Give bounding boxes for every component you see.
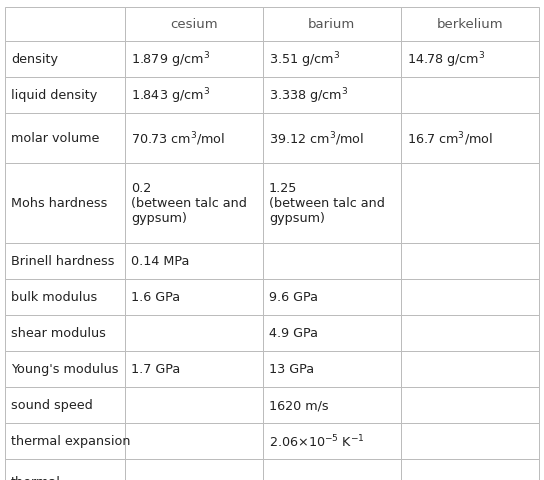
Bar — [401, 42, 539, 78]
Text: 3.338 g/cm$^3$: 3.338 g/cm$^3$ — [269, 86, 348, 106]
Bar — [5, 42, 125, 78]
Text: Young's modulus: Young's modulus — [11, 363, 119, 376]
Bar — [263, 243, 401, 279]
Bar — [401, 164, 539, 243]
Text: 13 GPa: 13 GPa — [269, 363, 314, 376]
Bar — [125, 78, 263, 114]
Text: liquid density: liquid density — [11, 89, 97, 102]
Text: 3.51 g/cm$^3$: 3.51 g/cm$^3$ — [269, 50, 341, 70]
Bar — [263, 164, 401, 243]
Bar — [401, 78, 539, 114]
Bar — [5, 78, 125, 114]
Bar — [401, 8, 539, 42]
Bar — [5, 315, 125, 351]
Text: 1620 m/s: 1620 m/s — [269, 399, 329, 412]
Bar — [5, 164, 125, 243]
Bar — [125, 42, 263, 78]
Bar — [5, 351, 125, 387]
Bar — [5, 8, 125, 42]
Text: density: density — [11, 53, 58, 66]
Bar — [125, 243, 263, 279]
Bar — [125, 387, 263, 423]
Bar — [5, 279, 125, 315]
Bar — [401, 243, 539, 279]
Bar — [263, 114, 401, 164]
Bar — [401, 387, 539, 423]
Text: 70.73 cm$^3$/mol: 70.73 cm$^3$/mol — [131, 130, 225, 147]
Bar — [263, 8, 401, 42]
Text: cesium: cesium — [170, 18, 218, 31]
Text: 1.843 g/cm$^3$: 1.843 g/cm$^3$ — [131, 86, 211, 106]
Bar — [5, 243, 125, 279]
Bar — [125, 459, 263, 480]
Bar — [401, 279, 539, 315]
Bar — [401, 423, 539, 459]
Bar — [263, 279, 401, 315]
Text: thermal
conductivity: thermal conductivity — [11, 475, 90, 480]
Text: 2.06×10$^{-5}$ K$^{-1}$: 2.06×10$^{-5}$ K$^{-1}$ — [269, 433, 365, 449]
Text: 1.879 g/cm$^3$: 1.879 g/cm$^3$ — [131, 50, 211, 70]
Text: bulk modulus: bulk modulus — [11, 291, 97, 304]
Text: 1.7 GPa: 1.7 GPa — [131, 363, 181, 376]
Bar — [263, 315, 401, 351]
Text: Brinell hardness: Brinell hardness — [11, 255, 114, 268]
Bar — [5, 387, 125, 423]
Bar — [5, 459, 125, 480]
Bar — [5, 114, 125, 164]
Text: berkelium: berkelium — [436, 18, 503, 31]
Bar — [263, 423, 401, 459]
Text: 9.6 GPa: 9.6 GPa — [269, 291, 318, 304]
Bar — [125, 351, 263, 387]
Bar — [5, 423, 125, 459]
Bar — [263, 387, 401, 423]
Text: 4.9 GPa: 4.9 GPa — [269, 327, 318, 340]
Bar — [125, 423, 263, 459]
Bar — [125, 114, 263, 164]
Bar — [263, 42, 401, 78]
Text: barium: barium — [308, 18, 355, 31]
Text: sound speed: sound speed — [11, 399, 92, 412]
Text: thermal expansion: thermal expansion — [11, 434, 131, 447]
Bar — [125, 164, 263, 243]
Text: shear modulus: shear modulus — [11, 327, 106, 340]
Bar — [401, 315, 539, 351]
Bar — [125, 279, 263, 315]
Text: molar volume: molar volume — [11, 132, 100, 145]
Bar — [401, 459, 539, 480]
Bar — [263, 459, 401, 480]
Bar — [263, 351, 401, 387]
Text: 0.14 MPa: 0.14 MPa — [131, 255, 189, 268]
Text: 39.12 cm$^3$/mol: 39.12 cm$^3$/mol — [269, 130, 364, 147]
Bar — [401, 114, 539, 164]
Bar — [263, 78, 401, 114]
Text: 1.25
(between talc and
gypsum): 1.25 (between talc and gypsum) — [269, 182, 385, 225]
Bar — [401, 351, 539, 387]
Text: 0.2
(between talc and
gypsum): 0.2 (between talc and gypsum) — [131, 182, 247, 225]
Text: Mohs hardness: Mohs hardness — [11, 197, 107, 210]
Text: 16.7 cm$^3$/mol: 16.7 cm$^3$/mol — [407, 130, 493, 147]
Bar — [125, 8, 263, 42]
Bar — [125, 315, 263, 351]
Text: 1.6 GPa: 1.6 GPa — [131, 291, 180, 304]
Text: 14.78 g/cm$^3$: 14.78 g/cm$^3$ — [407, 50, 485, 70]
